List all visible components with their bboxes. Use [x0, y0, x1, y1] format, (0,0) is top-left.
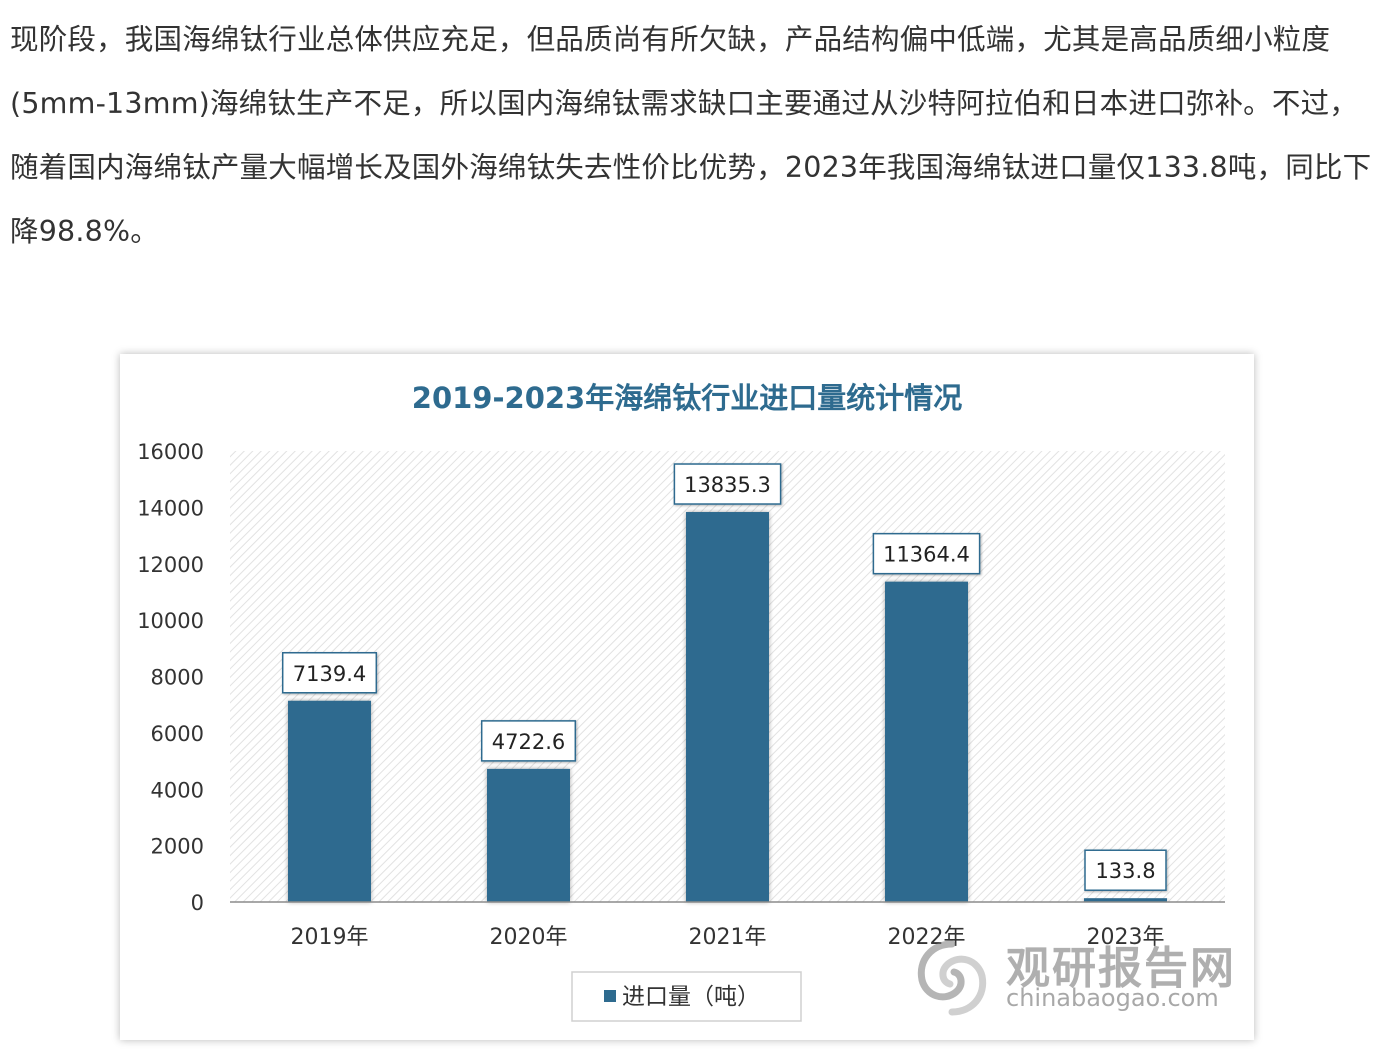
- y-axis: 0 2000 4000 6000 8000 10000 12000 14000 16000: [137, 440, 204, 915]
- y-tick-label: 6000: [151, 722, 204, 746]
- y-tick-label: 4000: [151, 778, 204, 802]
- data-label-box: [480, 720, 577, 762]
- y-tick-label: 2000: [151, 835, 204, 859]
- legend-label: 进口量（吨）: [622, 984, 760, 1010]
- bar-chart: 2019-2023年海绵钛行业进口量统计情况 0 2000 4000 6000 8000…: [137, 381, 1225, 1022]
- y-tick-label: 10000: [137, 609, 204, 633]
- bar-series: [288, 512, 1167, 902]
- data-label-box: [1084, 849, 1167, 891]
- article-paragraph: 现阶段，我国海绵钛行业总体供应充足，但品质尚有所欠缺，产品结构偏中低端，尤其是高…: [10, 23, 1372, 248]
- y-tick-label: 0: [191, 891, 204, 915]
- x-tick-label: 2021年: [689, 925, 767, 950]
- data-label-box: [872, 532, 981, 575]
- x-axis: 2019年 2020年 2021年 2022年 2023年: [291, 925, 1165, 950]
- bar: [1084, 898, 1167, 902]
- data-labels: 7139.4 4722.6 13835.3 11364.4 133.8: [281, 463, 1167, 891]
- data-label: 4722.6: [492, 730, 565, 754]
- legend: 进口量（吨）: [571, 971, 802, 1022]
- data-label: 11364.4: [883, 543, 970, 567]
- bar: [885, 581, 968, 902]
- chart-title: 2019-2023年海绵钛行业进口量统计情况: [412, 381, 962, 415]
- data-label: 13835.3: [684, 473, 771, 497]
- data-label: 7139.4: [293, 662, 366, 686]
- data-label-box: [673, 463, 782, 505]
- x-tick-label: 2019年: [291, 925, 369, 950]
- x-tick-label: 2020年: [490, 925, 568, 950]
- legend-swatch: [604, 990, 616, 1002]
- bar: [487, 768, 570, 902]
- bar: [288, 700, 371, 902]
- bar: [686, 512, 769, 902]
- y-tick-label: 12000: [137, 553, 204, 577]
- y-tick-label: 14000: [137, 496, 204, 520]
- data-label-box: [281, 652, 378, 694]
- data-label: 133.8: [1095, 859, 1155, 883]
- chart-card: 2019-2023年海绵钛行业进口量统计情况 0 2000 4000 6000 8000…: [120, 354, 1254, 1040]
- x-tick-label: 2023年: [1087, 925, 1165, 950]
- x-tick-label: 2022年: [888, 925, 966, 950]
- y-tick-label: 16000: [137, 440, 204, 464]
- y-tick-label: 8000: [151, 666, 204, 690]
